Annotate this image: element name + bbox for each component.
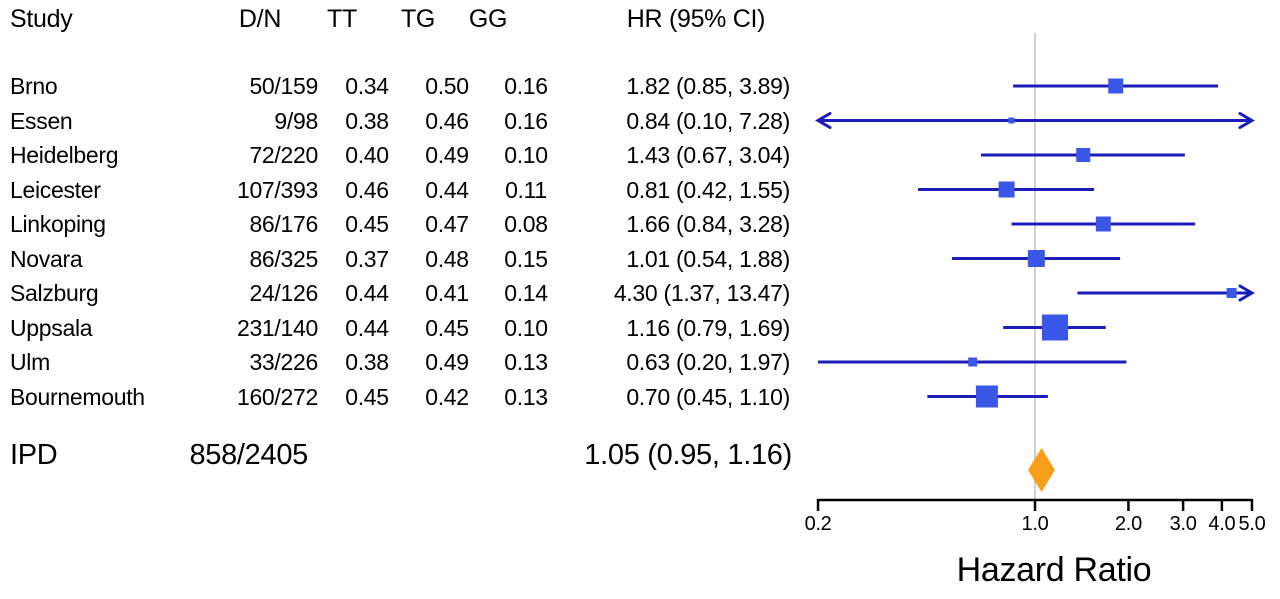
study-tg-cell: 0.48	[425, 245, 469, 272]
study-gg-cell: 0.14	[504, 280, 548, 306]
study-hr-ci-cell: 1.16 (0.79, 1.69)	[626, 314, 790, 341]
study-marker	[1108, 78, 1124, 94]
study-gg-cell: 0.08	[504, 211, 548, 237]
study-name-cell: Linkoping	[10, 211, 106, 237]
column-header-gg: GG	[468, 5, 508, 33]
study-name-cell: Heidelberg	[10, 142, 119, 168]
summary-label: IPD	[10, 439, 58, 471]
study-marker	[1027, 250, 1045, 267]
study-gg-cell: 0.16	[504, 73, 548, 99]
study-hr-ci-cell: 1.01 (0.54, 1.88)	[626, 245, 790, 272]
summary-hr-ci: 1.05 (0.95, 1.16)	[584, 439, 792, 471]
column-header-hr-ci: HR (95% CI)	[626, 5, 766, 33]
axis-tick-label: 5.0	[1238, 513, 1266, 535]
study-tt-cell: 0.40	[345, 142, 389, 168]
study-tt-cell: 0.45	[345, 383, 389, 410]
study-gg-cell: 0.10	[504, 142, 548, 168]
study-tg-cell: 0.49	[425, 142, 469, 168]
study-marker	[998, 181, 1015, 198]
study-dn-cell: 107/393	[236, 176, 318, 203]
study-tt-cell: 0.38	[345, 107, 389, 134]
study-tt-cell: 0.37	[345, 245, 389, 272]
study-name-cell: Essen	[10, 107, 73, 134]
study-hr-ci-cell: 1.66 (0.84, 3.28)	[626, 211, 790, 237]
study-name-cell: Brno	[10, 73, 58, 99]
study-name-cell: Leicester	[10, 176, 101, 203]
study-gg-cell: 0.13	[504, 383, 548, 410]
x-axis-title: Hazard Ratio	[956, 551, 1152, 589]
study-tg-cell: 0.46	[425, 107, 469, 134]
study-marker	[975, 385, 998, 408]
study-tg-cell: 0.49	[425, 349, 469, 375]
study-gg-cell: 0.11	[505, 176, 547, 203]
study-dn-cell: 86/325	[249, 245, 318, 272]
study-marker	[1042, 314, 1069, 341]
axis-tick-label: 3.0	[1169, 513, 1197, 535]
study-dn-cell: 231/140	[236, 314, 318, 341]
study-name-cell: Ulm	[10, 349, 50, 375]
study-tg-cell: 0.45	[425, 314, 469, 341]
study-tt-cell: 0.34	[345, 73, 389, 99]
study-name-cell: Novara	[10, 245, 83, 272]
study-name-cell: Bournemouth	[10, 383, 145, 410]
study-dn-cell: 86/176	[249, 211, 318, 237]
study-tt-cell: 0.44	[345, 314, 389, 341]
study-hr-ci-cell: 0.70 (0.45, 1.10)	[626, 383, 790, 410]
column-header-tt: TT	[327, 5, 357, 33]
study-name-cell: Uppsala	[10, 314, 93, 341]
study-name-cell: Salzburg	[10, 280, 99, 306]
study-dn-cell: 160/272	[236, 383, 318, 410]
study-hr-ci-cell: 1.82 (0.85, 3.89)	[626, 73, 790, 99]
column-header-dn: D/N	[238, 5, 282, 33]
study-hr-ci-cell: 1.43 (0.67, 3.04)	[626, 142, 790, 168]
study-dn-cell: 24/126	[249, 280, 318, 306]
study-dn-cell: 33/226	[249, 349, 318, 375]
study-dn-cell: 50/159	[249, 73, 318, 99]
axis-tick-label: 1.0	[1021, 513, 1049, 535]
study-marker	[1076, 148, 1091, 162]
study-marker	[1095, 216, 1111, 232]
study-tt-cell: 0.44	[345, 280, 389, 306]
study-tg-cell: 0.42	[425, 383, 469, 410]
study-tt-cell: 0.46	[345, 176, 389, 203]
study-gg-cell: 0.13	[504, 349, 548, 375]
study-marker	[1226, 288, 1237, 298]
study-gg-cell: 0.10	[504, 314, 548, 341]
study-hr-ci-cell: 4.30 (1.37, 13.47)	[613, 280, 790, 306]
right-clip-arrow-icon	[1238, 284, 1255, 302]
column-header-tg: TG	[400, 5, 436, 33]
column-header-study: Study	[10, 5, 73, 33]
summary-dn: 858/2405	[189, 439, 308, 471]
study-hr-ci-cell: 0.63 (0.20, 1.97)	[626, 349, 790, 375]
study-tg-cell: 0.41	[425, 280, 469, 306]
study-marker	[1008, 117, 1015, 124]
study-dn-cell: 9/98	[274, 107, 318, 134]
study-tt-cell: 0.45	[345, 211, 389, 237]
axis-tick-label: 4.0	[1208, 513, 1236, 535]
study-hr-ci-cell: 0.84 (0.10, 7.28)	[626, 107, 790, 134]
study-tg-cell: 0.50	[425, 73, 469, 99]
study-tg-cell: 0.44	[425, 176, 469, 203]
study-hr-ci-cell: 0.81 (0.42, 1.55)	[626, 176, 790, 203]
axis-tick-label: 0.2	[804, 513, 832, 535]
study-tt-cell: 0.38	[345, 349, 389, 375]
study-dn-cell: 72/220	[249, 142, 318, 168]
axis-tick-label: 2.0	[1114, 513, 1142, 535]
study-marker	[968, 357, 978, 367]
right-clip-arrow-icon	[1238, 112, 1255, 129]
summary-diamond	[1028, 448, 1056, 492]
study-gg-cell: 0.15	[504, 245, 548, 272]
left-clip-arrow-icon	[815, 112, 832, 129]
study-gg-cell: 0.16	[504, 107, 548, 134]
study-tg-cell: 0.47	[425, 211, 469, 237]
